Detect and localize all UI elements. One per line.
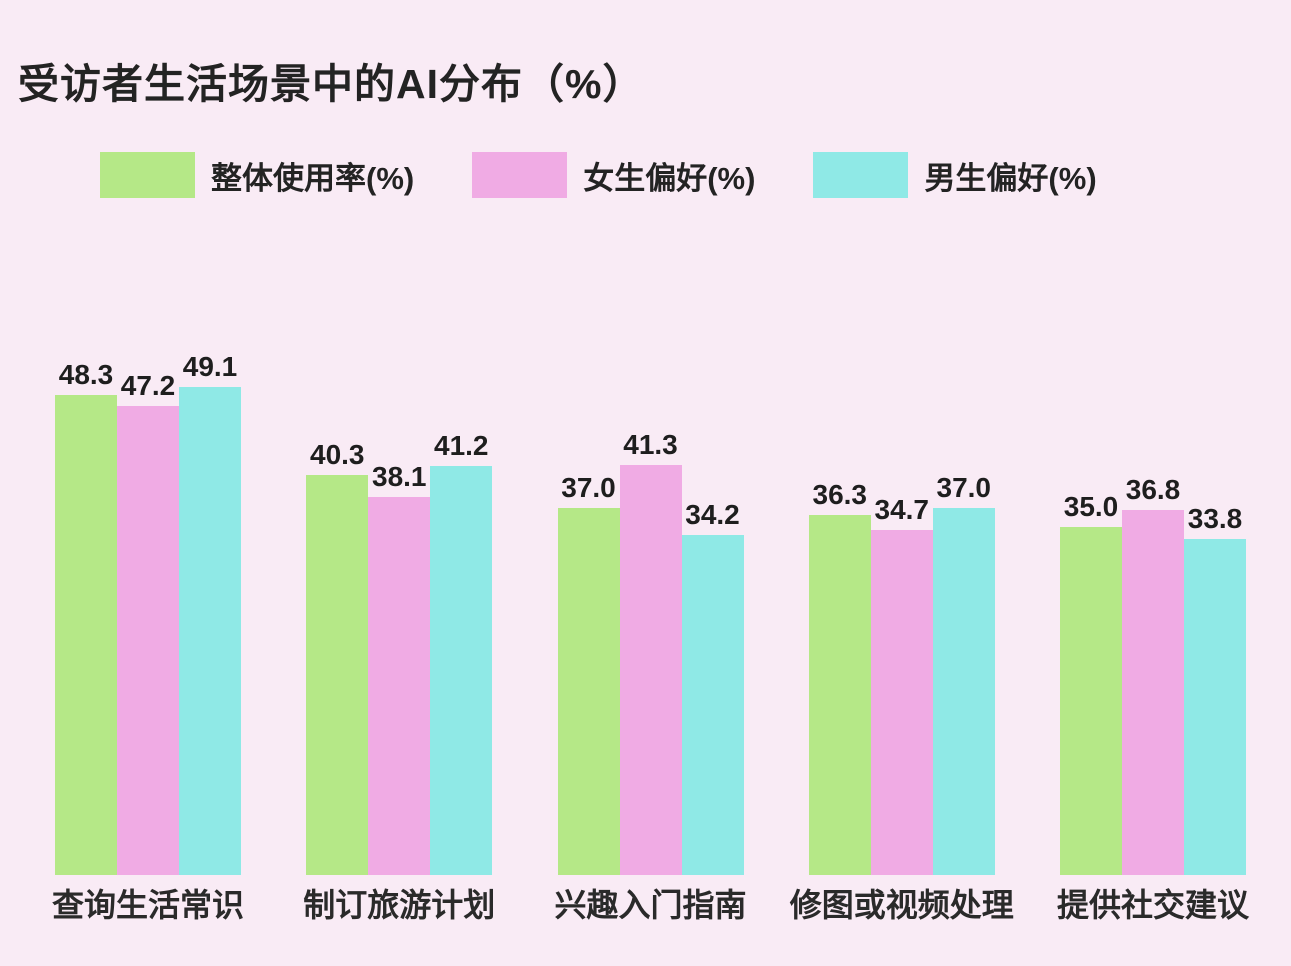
value-label: 37.0 bbox=[561, 472, 616, 503]
legend-item-female: 女生偏好(%) bbox=[472, 152, 755, 198]
legend-swatch-female bbox=[472, 152, 568, 198]
legend-swatch-male bbox=[813, 152, 909, 198]
value-label: 47.2 bbox=[120, 370, 176, 401]
value-label: 41.2 bbox=[434, 430, 489, 461]
bar-male: 37.0 bbox=[932, 472, 995, 875]
legend-item-male: 男生偏好(%) bbox=[813, 152, 1097, 198]
legend-item-overall: 整体使用率(%) bbox=[100, 152, 414, 198]
bar-group: 40.3 38.1 41.2 bbox=[306, 430, 493, 875]
category-labels: 查询生活常识 制订旅游计划 兴趣入门指南 修图或视频处理 提供社交建议 bbox=[52, 880, 1250, 926]
bar-female: 36.8 bbox=[1122, 474, 1184, 875]
bar-female: 34.7 bbox=[870, 494, 933, 875]
bar-female: 47.2 bbox=[117, 370, 179, 875]
bar-overall: 36.3 bbox=[808, 479, 871, 875]
page-title: 受访者生活场景中的AI分布（%） bbox=[18, 61, 645, 107]
value-label: 35.0 bbox=[1063, 491, 1119, 522]
bar-male: 49.1 bbox=[179, 351, 241, 875]
legend-label-male: 男生偏好(%) bbox=[924, 160, 1097, 196]
value-label: 34.2 bbox=[685, 499, 740, 530]
legend-label-female: 女生偏好(%) bbox=[583, 160, 756, 196]
value-label: 49.1 bbox=[182, 351, 238, 382]
category-label: 修图或视频处理 bbox=[789, 887, 1014, 923]
legend: 整体使用率(%) 女生偏好(%) 男生偏好(%) bbox=[100, 152, 1097, 198]
bar-group: 37.0 41.3 34.2 bbox=[557, 429, 744, 875]
value-label: 37.0 bbox=[936, 472, 992, 503]
bar-chart: 48.3 47.2 49.1 40.3 38.1 41.2 37.0 41.3 34.2 36.3… bbox=[55, 351, 1246, 875]
bar-female: 38.1 bbox=[368, 461, 431, 875]
bar-male: 33.8 bbox=[1184, 503, 1246, 875]
bar-overall: 40.3 bbox=[306, 439, 369, 875]
bar-group: 36.3 34.7 37.0 bbox=[808, 472, 995, 875]
value-label: 38.1 bbox=[372, 461, 427, 492]
value-label: 34.7 bbox=[874, 494, 930, 525]
bar-group: 48.3 47.2 49.1 bbox=[55, 351, 241, 875]
bar-group: 35.0 36.8 33.8 bbox=[1060, 474, 1246, 875]
bar-male: 41.2 bbox=[430, 430, 493, 875]
legend-swatch-overall bbox=[100, 152, 195, 198]
bar-overall: 37.0 bbox=[557, 472, 620, 875]
bar-female: 41.3 bbox=[619, 429, 682, 875]
category-label: 查询生活常识 bbox=[52, 887, 245, 923]
category-label: 提供社交建议 bbox=[1057, 887, 1250, 923]
category-label: 兴趣入门指南 bbox=[554, 887, 747, 923]
value-label: 40.3 bbox=[310, 439, 365, 470]
category-label: 制订旅游计划 bbox=[303, 887, 496, 923]
value-label: 48.3 bbox=[58, 359, 114, 390]
value-label: 33.8 bbox=[1187, 503, 1243, 534]
value-label: 41.3 bbox=[623, 429, 678, 460]
bar-overall: 48.3 bbox=[55, 359, 117, 875]
value-label: 36.8 bbox=[1125, 474, 1181, 505]
bar-overall: 35.0 bbox=[1060, 491, 1122, 875]
bar-male: 34.2 bbox=[681, 499, 744, 875]
legend-label-overall: 整体使用率(%) bbox=[211, 160, 415, 196]
value-label: 36.3 bbox=[812, 479, 868, 510]
